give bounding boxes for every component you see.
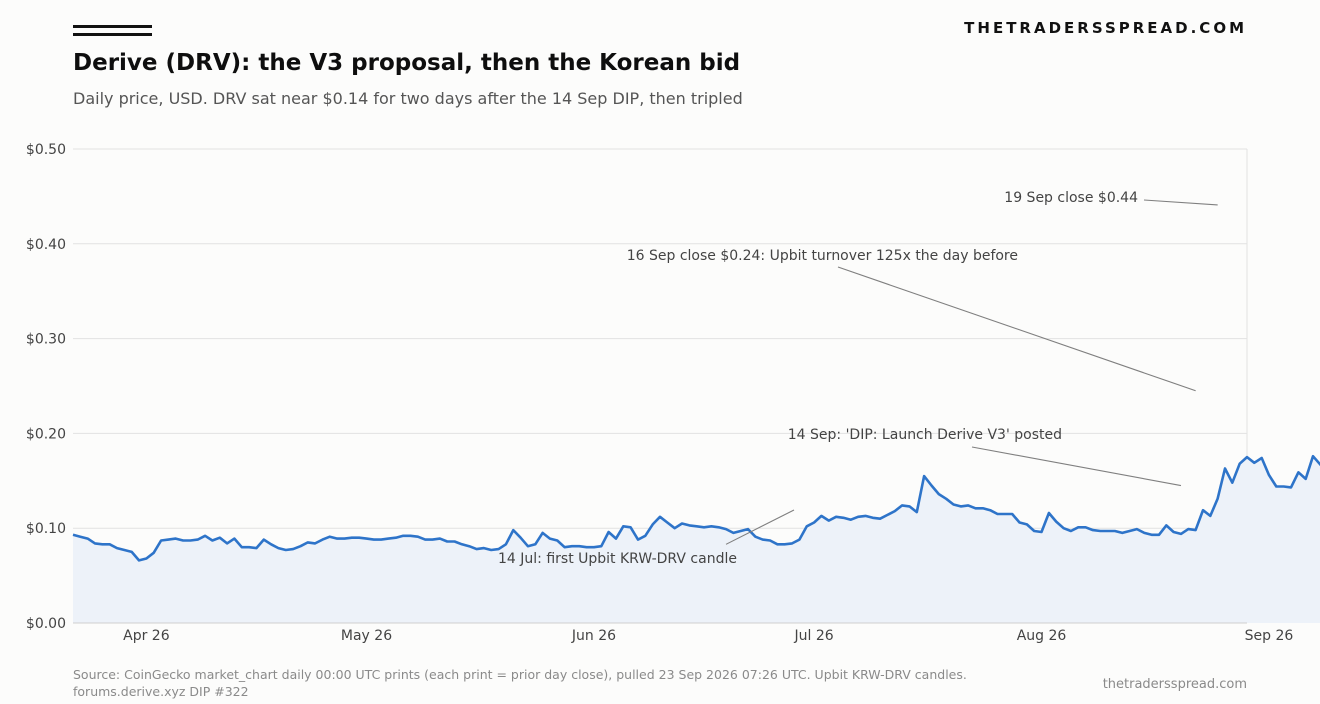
y-tick-label: $0.20: [26, 426, 66, 442]
annotation-leader: [837, 266, 1196, 392]
x-tick-label: Jun 26: [571, 628, 616, 644]
annotation-leader: [1143, 199, 1218, 206]
annotation-leader: [725, 509, 795, 545]
axis-layer: $0.00 $0.10 $0.20 $0.30 $0.40 $0.50 Apr 26 May …: [26, 142, 1294, 644]
chart-subtitle: Daily price, USD. DRV sat near $0.14 for…: [73, 89, 743, 108]
x-tick-label: Jul 26: [794, 628, 834, 644]
annotation-label: 14 Jul: first Upbit KRW-DRV candle: [498, 551, 737, 567]
annotation-label: 19 Sep close $0.44: [1004, 190, 1138, 206]
price-line: [72, 454, 1320, 562]
annotation-label: 16 Sep close $0.24: Upbit turnover 125x …: [627, 248, 1018, 264]
header-rule: [73, 25, 152, 36]
annotation-layer: 19 Sep close $0.44 16 Sep close $0.24: Up…: [498, 190, 1218, 567]
annotation-label: 14 Sep: 'DIP: Launch Derive V3' posted: [788, 427, 1062, 443]
area-layer: [72, 454, 1320, 623]
x-tick-label: May 26: [341, 628, 392, 644]
y-tick-label: $0.40: [26, 237, 66, 253]
y-tick-label: $0.10: [26, 521, 66, 537]
x-tick-label: Aug 26: [1017, 628, 1067, 644]
annotation-leader: [971, 446, 1182, 487]
x-tick-label: Apr 26: [123, 628, 170, 644]
y-tick-label: $0.00: [26, 616, 66, 632]
x-tick-label: Sep 26: [1245, 628, 1294, 644]
footer-site: thetradersspread.com: [1102, 677, 1247, 692]
y-tick-label: $0.30: [26, 332, 66, 348]
site-name: THETRADERSSPREAD.COM: [964, 19, 1247, 37]
chart-title: Derive (DRV): the V3 proposal, then the …: [73, 50, 741, 76]
price-area: [73, 456, 1320, 623]
y-tick-label: $0.50: [26, 142, 66, 158]
source-note: Source: CoinGecko market_chart daily 00:…: [73, 667, 967, 699]
